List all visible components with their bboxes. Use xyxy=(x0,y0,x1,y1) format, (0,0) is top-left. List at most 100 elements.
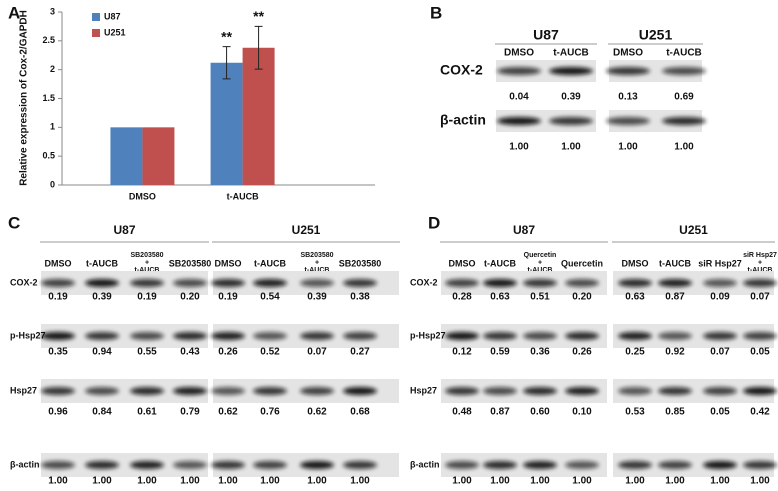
lane-label: SB203580 xyxy=(339,258,382,268)
lane-label: t-AUCB xyxy=(666,48,702,59)
band-value: 0.26 xyxy=(572,347,592,358)
panel-label: A xyxy=(8,3,20,22)
significance: ** xyxy=(221,28,232,44)
lane-label: siR Hsp27 xyxy=(743,252,777,259)
lane-label: DMSO xyxy=(45,258,72,268)
band-value: 0.09 xyxy=(710,292,730,303)
lane-label: t-AUCB xyxy=(305,267,330,274)
band-value: 1.00 xyxy=(490,476,510,487)
lane-label: t-AUCB xyxy=(484,258,516,268)
blot-band xyxy=(549,117,593,125)
band-value: 0.39 xyxy=(92,292,112,303)
lane-label: SB203580 xyxy=(300,252,333,259)
panel-label: D xyxy=(428,213,440,232)
blot-band xyxy=(497,117,541,125)
band-value: 0.05 xyxy=(750,347,770,358)
band-value: 1.00 xyxy=(92,476,112,487)
blot-band xyxy=(523,387,557,395)
band-value: 0.05 xyxy=(710,407,730,418)
row-label: β-actin xyxy=(10,459,40,469)
band-value: 0.38 xyxy=(350,292,370,303)
blot-band xyxy=(703,332,737,340)
lane-label: t-AUCB xyxy=(748,267,773,274)
blot-band xyxy=(565,387,599,395)
legend-label: U87 xyxy=(104,11,121,21)
blot-band xyxy=(606,67,650,75)
blot-band xyxy=(658,279,692,287)
band-value: 0.12 xyxy=(452,347,472,358)
row-label: COX-2 xyxy=(10,277,38,287)
legend-label: U251 xyxy=(104,27,126,37)
band-value: 1.00 xyxy=(530,476,550,487)
blot-band xyxy=(130,461,164,469)
blot-band xyxy=(483,461,517,469)
band-value: 0.26 xyxy=(218,347,238,358)
blot-strip xyxy=(609,110,702,132)
row-label: β-actin xyxy=(410,459,440,469)
band-value: 0.28 xyxy=(452,292,472,303)
lane-label: t-AUCB xyxy=(254,258,286,268)
lane-label: t-AUCB xyxy=(86,258,118,268)
group-label: U251 xyxy=(679,223,708,237)
blot-band xyxy=(343,461,377,469)
band-value: 0.19 xyxy=(137,292,157,303)
band-value: 0.25 xyxy=(625,347,645,358)
blot-band xyxy=(743,461,777,469)
band-value: 0.94 xyxy=(92,347,112,358)
band-value: 0.13 xyxy=(618,92,638,103)
band-value: 0.87 xyxy=(665,292,685,303)
band-value: 0.51 xyxy=(530,292,550,303)
band-value: 0.76 xyxy=(260,407,280,418)
band-value: 1.00 xyxy=(561,142,581,153)
y-tick-label: 2 xyxy=(50,64,55,74)
lane-label: Quercetin xyxy=(561,258,603,268)
band-value: 0.69 xyxy=(674,92,694,103)
band-value: 0.79 xyxy=(180,407,200,418)
band-value: 0.19 xyxy=(218,292,238,303)
band-value: 0.39 xyxy=(561,92,581,103)
group-label: U87 xyxy=(113,223,135,237)
blot-band xyxy=(130,387,164,395)
lane-label: SB203580 xyxy=(169,258,212,268)
blot-band xyxy=(618,387,652,395)
band-value: 0.36 xyxy=(530,347,550,358)
blot-band xyxy=(343,279,377,287)
band-value: 1.00 xyxy=(625,476,645,487)
group-label: U251 xyxy=(292,223,321,237)
lane-label: t-AUCB xyxy=(659,258,691,268)
band-value: 1.00 xyxy=(350,476,370,487)
lane-label: DMSO xyxy=(449,258,476,268)
blot-strip xyxy=(496,110,596,132)
band-value: 0.55 xyxy=(137,347,157,358)
band-value: 0.20 xyxy=(180,292,200,303)
x-tick-label: DMSO xyxy=(129,191,156,201)
blot-band xyxy=(211,279,245,287)
blot-band xyxy=(523,461,557,469)
blot-band xyxy=(173,279,207,287)
band-value: 0.60 xyxy=(530,407,550,418)
bar xyxy=(142,127,175,185)
blot-band xyxy=(618,332,652,340)
blot-band xyxy=(565,279,599,287)
blot-band xyxy=(662,67,706,75)
y-tick-label: 0.5 xyxy=(42,151,55,161)
band-value: 0.87 xyxy=(490,407,510,418)
blot-band xyxy=(85,332,119,340)
panel-label: C xyxy=(8,213,20,232)
blot-band xyxy=(173,461,207,469)
band-value: 0.35 xyxy=(48,347,68,358)
blot-band xyxy=(703,387,737,395)
blot-band xyxy=(211,387,245,395)
lane-label: t-AUCB xyxy=(528,267,553,274)
blot-band xyxy=(173,387,207,395)
group-label: U87 xyxy=(533,27,559,43)
bar xyxy=(210,62,243,185)
band-value: 0.52 xyxy=(260,347,280,358)
band-value: 1.00 xyxy=(218,476,238,487)
blot-band xyxy=(130,332,164,340)
row-label: COX-2 xyxy=(440,62,483,78)
blot-strip xyxy=(609,60,702,82)
band-value: 0.48 xyxy=(452,407,472,418)
blot-band xyxy=(606,117,650,125)
lane-label: t-AUCB xyxy=(553,48,589,59)
